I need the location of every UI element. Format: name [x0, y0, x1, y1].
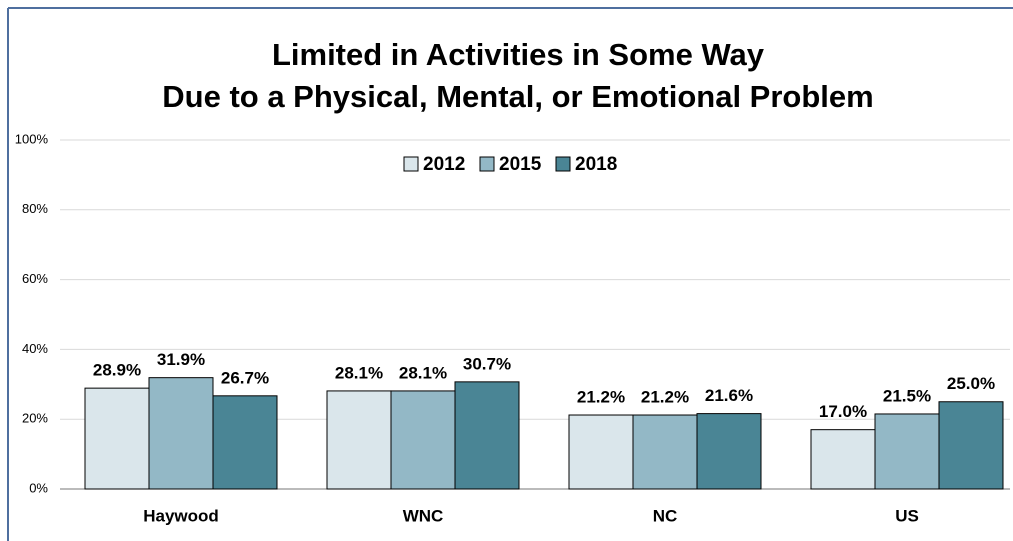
- bar: [874, 413, 940, 490]
- y-tick-label: 20%: [22, 411, 48, 426]
- y-tick-label: 0%: [29, 480, 48, 495]
- bar: [938, 401, 1004, 490]
- legend-swatch: [555, 156, 571, 172]
- y-tick-label: 60%: [22, 271, 48, 286]
- data-label: 28.1%: [399, 363, 447, 382]
- x-tick-label: Haywood: [143, 506, 219, 525]
- chart-title: Limited in Activities in Some Way: [272, 37, 765, 72]
- data-label: 26.7%: [221, 368, 269, 387]
- data-label: 21.6%: [705, 386, 753, 405]
- legend-swatch: [479, 156, 495, 172]
- x-tick-label: WNC: [403, 506, 444, 525]
- legend-swatch: [403, 156, 419, 172]
- x-tick-label: NC: [653, 506, 678, 525]
- y-tick-label: 100%: [15, 131, 49, 146]
- bar: [696, 413, 762, 490]
- bar: [568, 414, 634, 490]
- bar: [810, 429, 876, 490]
- data-label: 30.7%: [463, 354, 511, 373]
- bar: [454, 381, 520, 490]
- data-label: 17.0%: [819, 402, 867, 421]
- data-label: 21.5%: [883, 386, 931, 405]
- data-label: 28.1%: [335, 363, 383, 382]
- y-tick-label: 40%: [22, 341, 48, 356]
- data-label: 28.9%: [93, 361, 141, 380]
- chart-title: Due to a Physical, Mental, or Emotional …: [162, 79, 873, 114]
- x-tick-label: US: [895, 506, 919, 525]
- legend-label: 2012: [423, 154, 465, 175]
- data-label: 31.9%: [157, 350, 205, 369]
- data-label: 21.2%: [641, 387, 689, 406]
- bar: [390, 390, 456, 490]
- legend-label: 2015: [499, 154, 542, 175]
- y-tick-label: 80%: [22, 201, 48, 216]
- bar: [326, 390, 392, 490]
- data-label: 21.2%: [577, 387, 625, 406]
- bar: [632, 414, 698, 490]
- bar: [84, 387, 150, 490]
- data-label: 25.0%: [947, 374, 995, 393]
- bar: [212, 395, 278, 490]
- bar: [148, 377, 214, 490]
- legend-label: 2018: [575, 154, 617, 175]
